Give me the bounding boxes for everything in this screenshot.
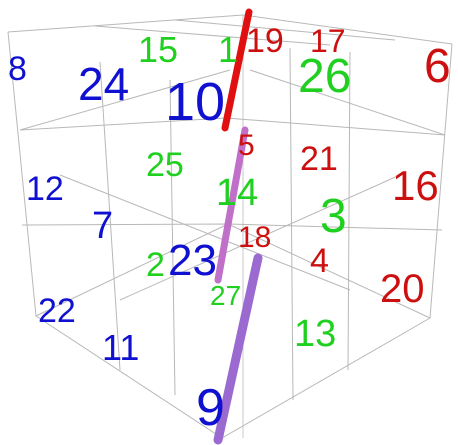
- cube-number-12: 12: [26, 170, 64, 208]
- cube-number-10: 10: [165, 72, 225, 132]
- cube-number-14: 14: [216, 172, 258, 214]
- space-diagonal: [213, 8, 263, 445]
- cube-number-22: 22: [38, 292, 76, 330]
- cube-number-13: 13: [294, 313, 336, 355]
- cube-number-19: 19: [246, 22, 284, 60]
- cube-number-23: 23: [168, 236, 217, 285]
- cube-number-11: 11: [102, 327, 139, 368]
- cube-number-8: 8: [8, 50, 27, 88]
- cube-number-7: 7: [92, 205, 113, 247]
- cube-number-25: 25: [146, 146, 184, 184]
- cube-number-26: 26: [298, 50, 351, 103]
- diagonal-segment-pink: [214, 126, 249, 284]
- diagonal-segment-purple: [213, 253, 263, 445]
- cube-number-21: 21: [300, 140, 338, 178]
- cube-number-labels: 8 24 10 12 7 23 22 11 9 15 1 26 25 14 3 2 27 13 19 17 6 5 21 16…: [8, 22, 451, 437]
- cube-number-2: 2: [146, 246, 165, 284]
- cube-number-16: 16: [392, 162, 439, 209]
- cube-number-3: 3: [320, 190, 347, 243]
- cube-number-15: 15: [138, 29, 178, 70]
- cube-number-18: 18: [238, 221, 271, 254]
- cube-number-5: 5: [238, 129, 255, 162]
- cube-number-9: 9: [196, 379, 225, 437]
- cube-number-1: 1: [218, 29, 238, 70]
- cube-number-17: 17: [310, 23, 346, 59]
- cube-number-4: 4: [310, 242, 329, 280]
- cube-number-24: 24: [78, 58, 129, 110]
- cube-number-20: 20: [380, 267, 425, 311]
- cube-number-27: 27: [210, 280, 241, 311]
- diagonal-segment-red: [221, 8, 253, 132]
- cube-number-6: 6: [424, 40, 451, 93]
